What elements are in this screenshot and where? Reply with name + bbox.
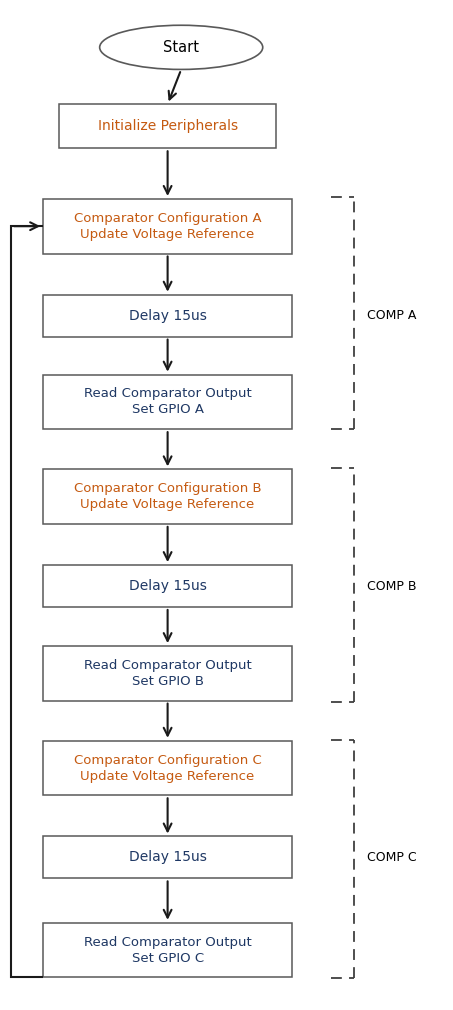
- Bar: [43, 199, 292, 254]
- Text: Comparator Configuration B
Update Voltage Reference: Comparator Configuration B Update Voltag…: [74, 482, 261, 511]
- Text: COMP B: COMP B: [367, 580, 416, 593]
- Text: COMP C: COMP C: [367, 851, 417, 864]
- Text: Initialize Peripherals: Initialize Peripherals: [97, 119, 238, 133]
- Bar: [59, 104, 276, 148]
- Text: Delay 15us: Delay 15us: [129, 579, 207, 593]
- Bar: [43, 646, 292, 701]
- Bar: [43, 836, 292, 879]
- Ellipse shape: [100, 25, 263, 70]
- Bar: [43, 375, 292, 429]
- Text: Read Comparator Output
Set GPIO B: Read Comparator Output Set GPIO B: [84, 659, 251, 688]
- Bar: [43, 740, 292, 796]
- Text: Delay 15us: Delay 15us: [129, 850, 207, 865]
- Text: Comparator Configuration C
Update Voltage Reference: Comparator Configuration C Update Voltag…: [74, 753, 261, 783]
- Bar: [43, 923, 292, 978]
- Bar: [43, 565, 292, 607]
- Text: COMP A: COMP A: [367, 309, 416, 322]
- Text: Read Comparator Output
Set GPIO A: Read Comparator Output Set GPIO A: [84, 388, 251, 416]
- Text: Start: Start: [163, 39, 199, 55]
- Text: Delay 15us: Delay 15us: [129, 309, 207, 322]
- Bar: [43, 295, 292, 336]
- Text: Read Comparator Output
Set GPIO C: Read Comparator Output Set GPIO C: [84, 935, 251, 965]
- Bar: [43, 470, 292, 524]
- Text: Comparator Configuration A
Update Voltage Reference: Comparator Configuration A Update Voltag…: [74, 212, 261, 240]
